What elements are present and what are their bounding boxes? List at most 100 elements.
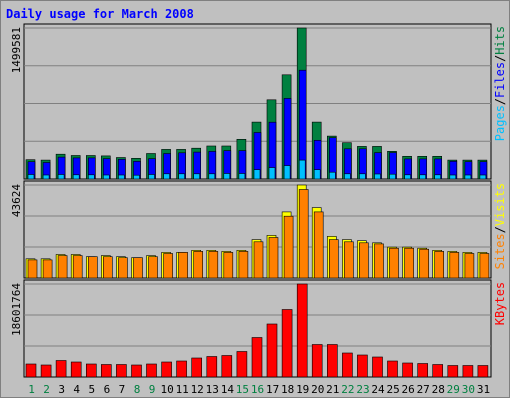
chart-panels: 1499581Pages/Files/Hits43624Sites/Visits… [10,23,507,378]
bar-sites-day-25 [389,247,399,279]
bar-kbytes-day-22 [342,352,353,378]
bar-pages-day-29 [449,174,457,180]
x-tick-label-day-22: 22 [341,383,354,396]
bar-pages-day-25 [389,173,396,180]
y-max-label: 1499581 [10,27,23,73]
bar-sites-day-16 [253,241,264,279]
x-tick-label-day-28: 28 [432,383,445,396]
bar-pages-day-21 [328,171,336,180]
y-max-label: 18601764 [10,283,23,336]
x-tick-label-day-3: 3 [58,383,65,396]
bar-kbytes-day-26 [402,362,413,378]
legend-entry: KBytes [493,282,507,325]
bar-kbytes-day-3 [55,360,67,378]
bar-pages-day-31 [479,174,487,180]
bar-pages-day-16 [253,169,261,180]
bar-pages-day-24 [374,173,381,180]
bar-pages-day-26 [404,174,411,180]
x-tick-label-day-31: 31 [477,383,490,396]
x-tick-label-day-18: 18 [281,383,294,396]
bar-sites-day-23 [359,242,369,279]
x-tick-label-day-12: 12 [191,383,204,396]
legend-kbytes: KBytes [493,282,507,325]
bar-kbytes-day-18 [281,309,293,378]
bar-sites-day-14 [223,252,234,279]
legend-entry: Hits [493,26,507,55]
bar-kbytes-day-29 [447,365,459,378]
panel-visits-sites: 43624 Sites/Visits [10,180,507,279]
bar-sites-day-3 [57,255,68,279]
bar-sites-day-29 [449,252,460,279]
bar-pages-day-6 [103,174,110,180]
legend-entry: Visits [493,183,507,226]
bar-pages-day-4 [72,174,80,180]
bar-sites-day-1 [27,259,38,279]
legend-entry: / [493,98,507,105]
bar-sites-day-5 [88,256,98,279]
x-tick-label-day-14: 14 [221,383,235,396]
bar-pages-day-13 [208,173,216,180]
x-tick-label-day-9: 9 [149,383,156,396]
bar-sites-day-19 [298,189,309,279]
bars-visits-sites [25,184,490,279]
bar-kbytes-day-14 [221,355,233,378]
bar-kbytes-day-7 [116,364,127,378]
bar-sites-day-11 [178,252,188,279]
bar-kbytes-day-24 [372,356,383,378]
bar-sites-day-7 [118,257,128,279]
bar-sites-day-6 [103,256,113,279]
bar-kbytes-day-13 [206,356,218,378]
x-axis-labels: 1 2 3 4 5 6 7 8 9 10 11 12 13 14 15 16 17 18 19 20 21 22 23 24 2… [28,383,490,396]
bars-kbytes [25,283,489,378]
bar-pages-day-17 [268,167,276,180]
bar-kbytes-day-12 [191,357,202,378]
legend-entry: / [493,55,507,62]
bar-kbytes-day-19 [296,283,308,378]
legend-entry: Pages [493,105,507,141]
bar-sites-day-28 [434,251,445,279]
chart-title: Daily usage for March 2008 [6,7,194,21]
bar-sites-day-9 [148,256,158,279]
bar-sites-day-2 [42,259,53,279]
bar-pages-day-18 [283,165,291,180]
bar-sites-day-10 [163,253,173,279]
bar-kbytes-day-8 [131,364,142,378]
bar-pages-day-12 [193,173,200,180]
bar-sites-day-15 [238,251,249,279]
x-tick-label-day-8: 8 [134,383,141,396]
bars-hits-files-pages [25,27,488,180]
bar-sites-day-13 [208,251,219,279]
x-tick-label-day-27: 27 [417,383,430,396]
bar-sites-day-12 [193,251,203,279]
x-tick-label-day-20: 20 [311,383,324,396]
bar-pages-day-3 [57,174,65,180]
bar-sites-day-31 [479,253,490,279]
bar-sites-day-27 [419,248,430,279]
bar-kbytes-day-17 [266,323,278,378]
x-tick-label-day-19: 19 [296,383,309,396]
legend-entry: Files [493,62,507,98]
bar-kbytes-day-2 [40,364,52,378]
bar-pages-day-15 [238,173,246,180]
bar-kbytes-day-11 [176,360,187,378]
x-tick-label-day-6: 6 [104,383,111,396]
bar-pages-day-19 [298,159,306,180]
x-tick-label-day-30: 30 [462,383,475,396]
bar-pages-day-7 [118,174,125,180]
bar-pages-day-9 [148,174,155,180]
bar-kbytes-day-31 [477,365,489,378]
x-tick-label-day-25: 25 [386,383,399,396]
bar-pages-day-30 [464,174,472,180]
bar-sites-day-30 [464,253,475,279]
bar-pages-day-10 [163,173,170,180]
bar-kbytes-day-27 [417,363,429,378]
legend-visits-sites: Sites/Visits [493,183,507,270]
x-tick-label-day-11: 11 [176,383,189,396]
bar-pages-day-11 [178,173,185,180]
x-tick-label-day-7: 7 [119,383,126,396]
x-tick-label-day-13: 13 [206,383,219,396]
bar-pages-day-27 [419,174,427,180]
x-tick-label-day-29: 29 [447,383,460,396]
